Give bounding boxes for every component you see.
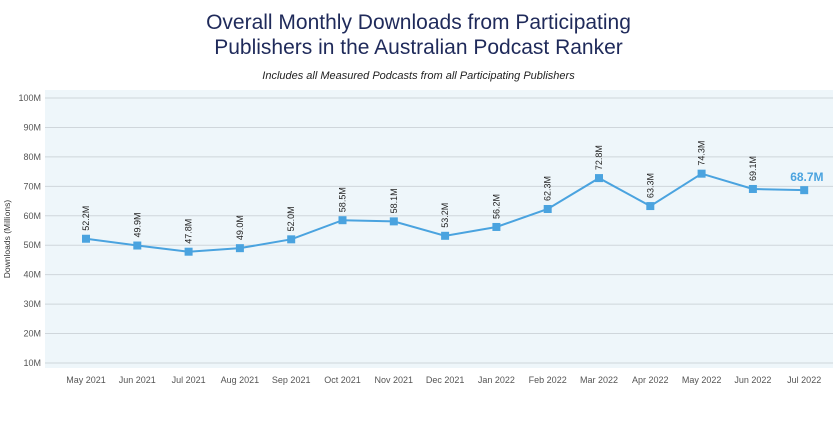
data-point <box>82 234 90 243</box>
data-point <box>800 186 809 195</box>
x-tick-label: Mar 2022 <box>580 375 618 385</box>
data-label: 49.0M <box>235 215 245 240</box>
data-point <box>184 247 193 256</box>
data-point <box>748 184 757 193</box>
x-tick-label: Jul 2021 <box>172 375 206 385</box>
y-tick-label: 50M <box>23 240 41 250</box>
x-tick-label: Nov 2021 <box>375 375 414 385</box>
data-label: 52.0M <box>286 206 296 231</box>
data-point <box>287 235 296 244</box>
y-tick-label: 30M <box>23 299 41 309</box>
data-label: 58.5M <box>338 187 348 212</box>
data-point <box>441 231 450 240</box>
y-tick-label: 90M <box>23 122 41 132</box>
x-tick-label: Jul 2022 <box>787 375 821 385</box>
data-label: 72.8M <box>594 145 604 170</box>
data-label: 58.1M <box>389 188 399 213</box>
y-tick-label: 20M <box>23 329 41 339</box>
x-tick-label: Jun 2022 <box>734 375 771 385</box>
x-tick-label: Sep 2021 <box>272 375 311 385</box>
data-label: 49.9M <box>132 213 142 238</box>
data-label: 56.2M <box>491 194 501 219</box>
data-label: 47.8M <box>184 219 194 244</box>
data-point <box>235 244 244 253</box>
y-tick-label: 10M <box>23 358 41 368</box>
data-point <box>697 169 706 178</box>
x-tick-label: Apr 2022 <box>632 375 669 385</box>
data-label: 69.1M <box>748 156 758 181</box>
data-point <box>133 241 142 250</box>
chart-subtitle: Includes all Measured Podcasts from all … <box>262 70 575 82</box>
y-tick-label: 100M <box>18 93 41 103</box>
chart-title: Overall Monthly Downloads from Participa… <box>0 10 837 60</box>
data-point <box>646 202 655 211</box>
data-point <box>543 205 552 214</box>
data-label: 62.3M <box>543 176 553 201</box>
x-tick-label: Feb 2022 <box>529 375 567 385</box>
data-point <box>338 216 347 225</box>
y-tick-label: 40M <box>23 270 41 280</box>
x-tick-label: Dec 2021 <box>426 375 465 385</box>
x-tick-label: Jun 2021 <box>119 375 156 385</box>
x-tick-label: Jan 2022 <box>478 375 515 385</box>
x-tick-label: Oct 2021 <box>324 375 361 385</box>
y-tick-label: 60M <box>23 211 41 221</box>
chart-title-line1: Overall Monthly Downloads from Participa… <box>206 11 631 34</box>
chart-title-line2: Publishers in the Australian Podcast Ran… <box>214 36 623 59</box>
y-axis-label: Downloads (Millions) <box>2 200 12 279</box>
x-tick-label: May 2022 <box>682 375 722 385</box>
data-point <box>492 222 501 231</box>
data-label: 53.2M <box>440 203 450 228</box>
data-label: 63.3M <box>645 173 655 198</box>
y-tick-label: 80M <box>23 152 41 162</box>
data-label-latest: 68.7M <box>790 170 823 184</box>
x-tick-label: Aug 2021 <box>221 375 260 385</box>
data-label: 74.3M <box>697 141 707 166</box>
y-tick-label: 70M <box>23 181 41 191</box>
data-point <box>389 217 398 226</box>
data-label: 52.2M <box>81 206 91 231</box>
plot-area <box>45 90 833 368</box>
data-point <box>595 174 603 183</box>
x-tick-label: May 2021 <box>66 375 106 385</box>
